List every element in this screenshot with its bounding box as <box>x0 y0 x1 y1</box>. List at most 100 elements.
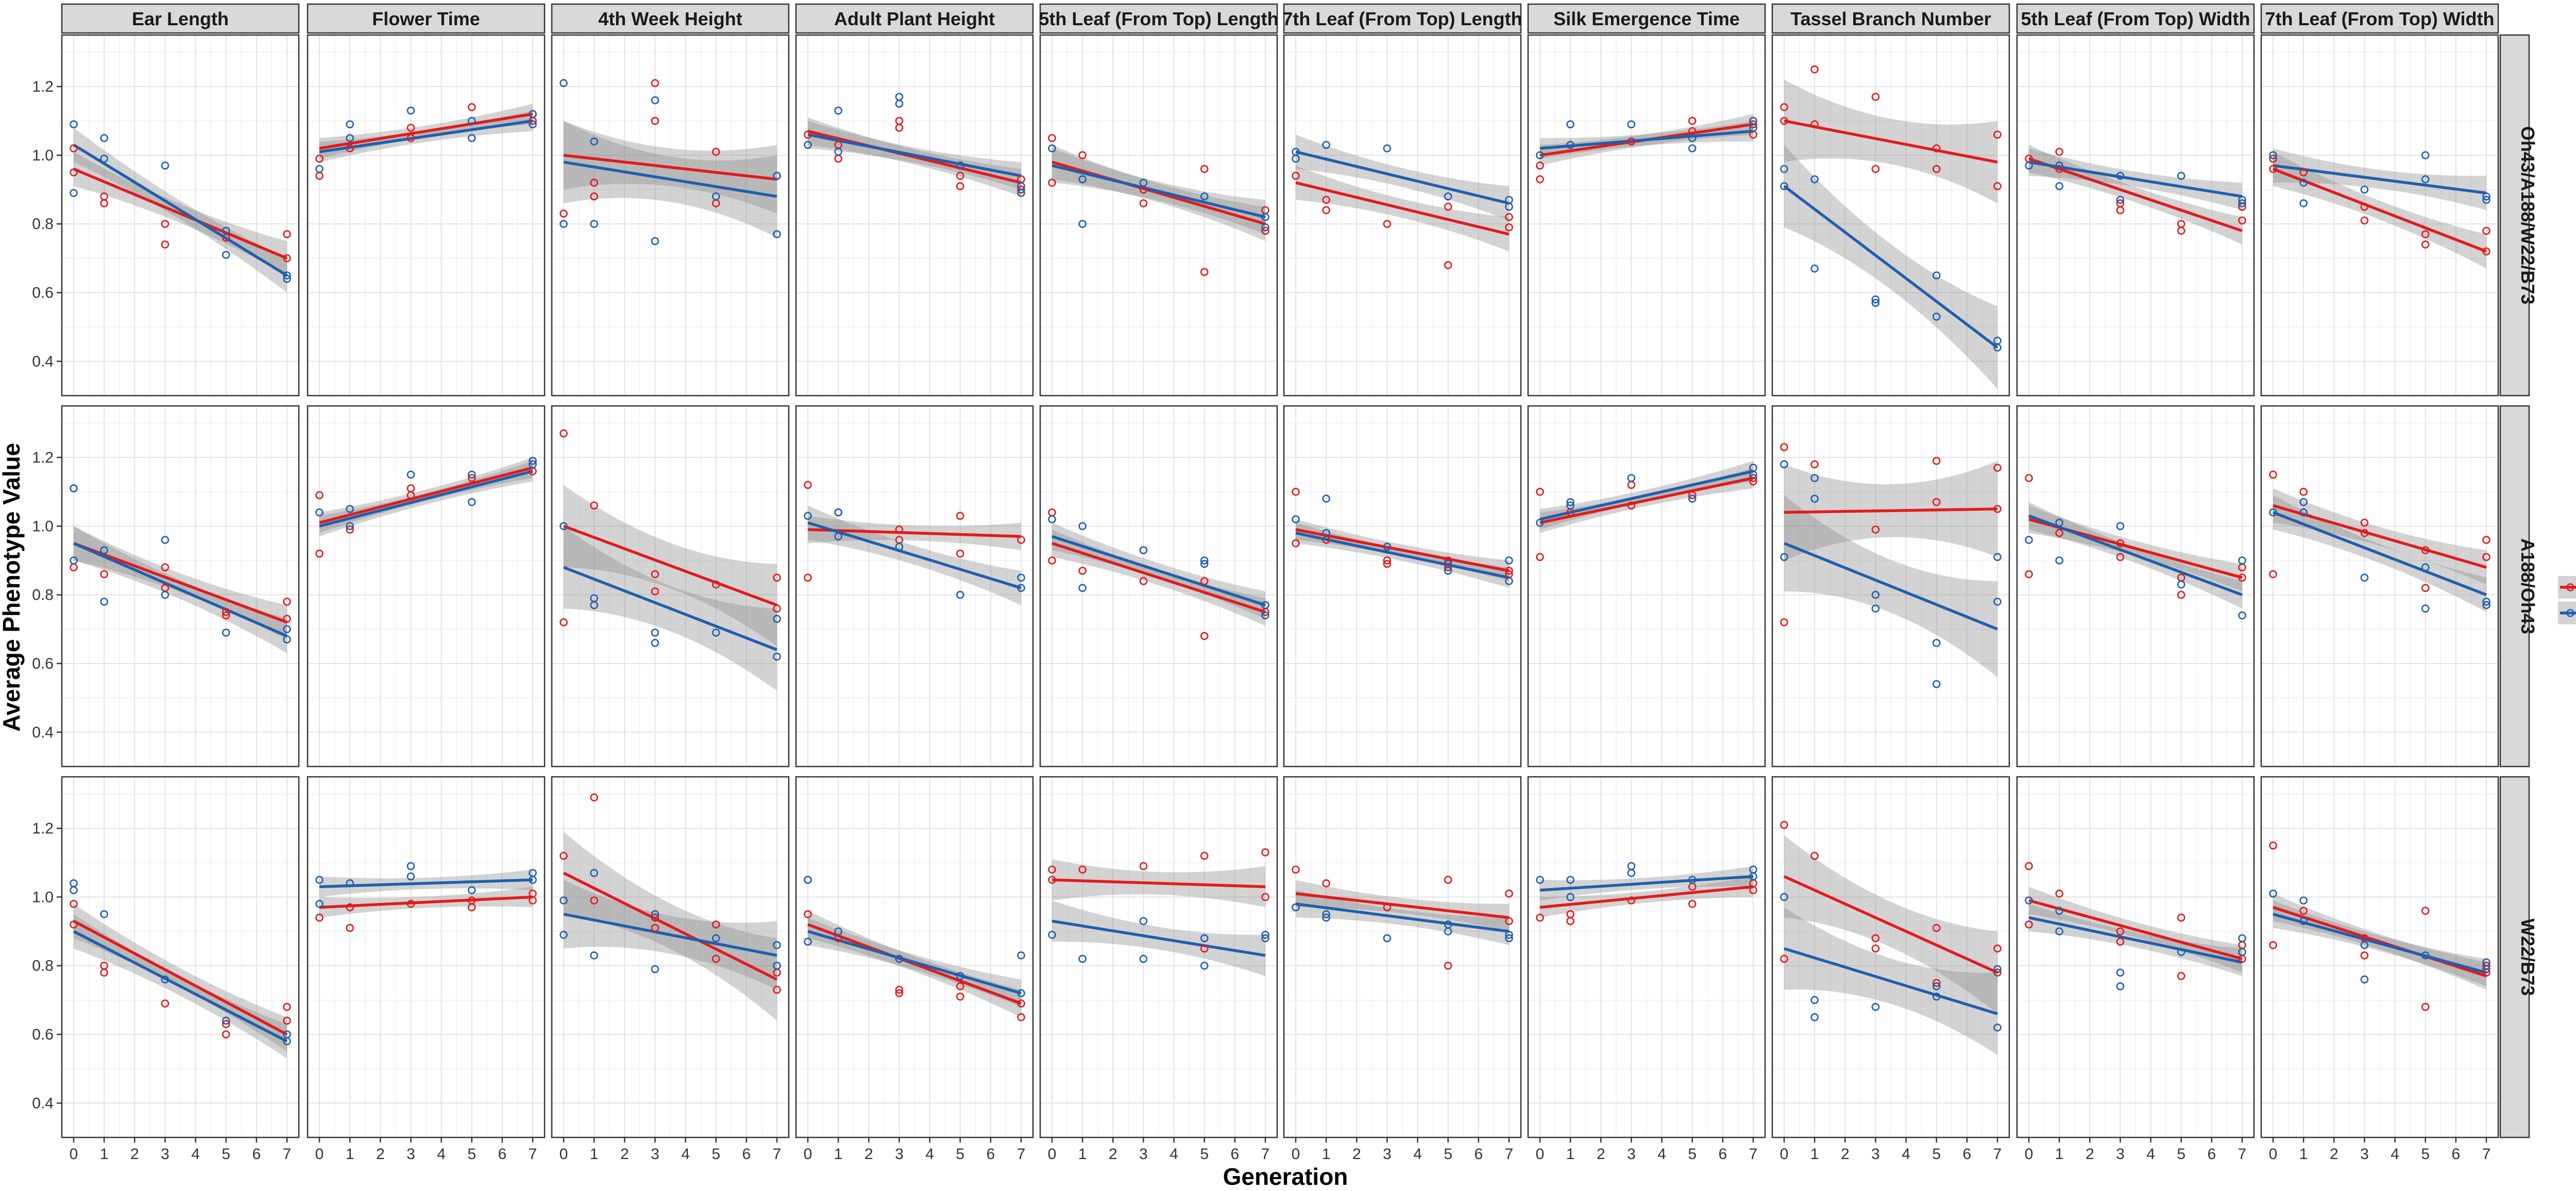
data-point-diploids <box>2482 536 2490 544</box>
y-tick-label: 1.2 <box>32 78 54 95</box>
data-point-diploids <box>406 491 415 500</box>
data-point-tetraploids <box>1017 573 1025 582</box>
data-point-tetraploids <box>804 141 812 149</box>
panel-border <box>1283 34 1522 397</box>
panel-border <box>2260 34 2499 397</box>
column-strip-adult-plant-height: Adult Plant Height <box>795 3 1034 34</box>
panel-border <box>1527 34 1766 397</box>
data-point-tetraploids <box>161 975 170 984</box>
data-point-diploids <box>956 512 964 520</box>
data-point-tetraploids <box>1688 876 1697 884</box>
column-strip-label: 7th Leaf (From Top) Length <box>1282 8 1522 29</box>
x-tick-label: 2 <box>2330 1146 2338 1163</box>
data-point-diploids <box>222 611 230 620</box>
panel-oh43-a188-w22-b73-7th-leaf-from-top-width <box>2260 34 2499 397</box>
data-point-tetraploids <box>346 522 354 531</box>
data-point-diploids <box>315 549 324 558</box>
data-point-diploids <box>560 852 568 860</box>
data-point-diploids <box>1505 889 1513 898</box>
panel-w22-b73-5th-leaf-from-top-width <box>2016 776 2255 1138</box>
x-tick-label: 3 <box>1627 1146 1636 1163</box>
data-point-tetraploids <box>1993 598 2002 606</box>
data-point-diploids <box>1139 199 1148 208</box>
data-point-diploids <box>2116 553 2125 562</box>
x-tick-label: 5 <box>222 1146 230 1163</box>
data-point-diploids <box>651 570 659 579</box>
strip-background <box>2016 3 2255 34</box>
x-tick-label: 0 <box>1292 1146 1300 1163</box>
panel-border <box>2016 405 2255 768</box>
data-point-tetraploids <box>1932 271 1941 280</box>
fit-line-diploids <box>1784 507 1998 514</box>
data-point-tetraploids <box>1871 590 1880 599</box>
y-tick-label: 0.8 <box>32 587 54 604</box>
data-point-tetraploids <box>2299 917 2308 925</box>
x-tick-label: 4 <box>681 1146 690 1163</box>
strip-background <box>1283 3 1522 34</box>
fit-line-tetraploids <box>1784 947 1998 1015</box>
x-tick-label: 0 <box>1780 1146 1789 1163</box>
data-point-tetraploids <box>2421 175 2430 183</box>
data-point-tetraploids <box>1871 1002 1880 1011</box>
data-point-diploids <box>2482 247 2490 256</box>
data-point-diploids <box>2269 570 2277 579</box>
data-point-diploids <box>1993 130 2002 139</box>
panel-a188-oh43-tassel-branch-number <box>1771 405 2010 768</box>
fit-line-tetraploids <box>319 119 533 154</box>
x-tick-label: 6 <box>1231 1146 1240 1163</box>
data-point-diploids <box>711 147 720 156</box>
data-point-diploids <box>1810 120 1819 129</box>
data-point-diploids <box>1993 944 2002 953</box>
strip-background <box>1527 3 1766 34</box>
data-point-tetraploids <box>406 106 415 115</box>
data-point-tetraploids <box>1505 577 1513 585</box>
data-point-diploids <box>346 144 354 152</box>
x-tick-label: 1 <box>1566 1146 1575 1163</box>
data-point-diploids <box>1932 979 1941 987</box>
data-point-tetraploids <box>2055 161 2063 170</box>
data-point-tetraploids <box>804 876 812 884</box>
data-point-diploids <box>590 896 598 905</box>
data-point-tetraploids <box>1871 295 1880 304</box>
data-point-diploids <box>773 985 781 994</box>
data-point-tetraploids <box>2177 948 2185 956</box>
y-axis: 0.4 0.6 0.8 1.0 1.2 0.4 0.6 0.8 1.0 1.2 0.4 0.6 0.8 1… <box>32 78 62 1112</box>
fit-line-tetraploids <box>2028 514 2243 597</box>
fit-line-diploids <box>73 167 288 260</box>
fit-line-tetraploids <box>2273 164 2487 195</box>
strip-background <box>2499 34 2530 397</box>
fit-line-tetraploids <box>1295 902 1510 933</box>
data-point-tetraploids <box>1566 141 1574 149</box>
fit-line-tetraploids <box>563 566 777 651</box>
row-strip-label: A188/Oh43 <box>2517 538 2538 634</box>
strip-background <box>2260 3 2499 34</box>
x-tick-label: 7 <box>1261 1146 1270 1163</box>
data-point-tetraploids <box>1932 312 1941 321</box>
strip-background <box>2499 405 2530 768</box>
data-point-diploids <box>1261 227 1269 235</box>
x-tick-label: 1 <box>1810 1146 1819 1163</box>
column-strip-label: Tassel Branch Number <box>1790 8 1991 29</box>
x-tick-label: 0 <box>315 1146 324 1163</box>
data-point-tetraploids <box>346 134 354 142</box>
data-point-tetraploids <box>1322 495 1330 503</box>
data-point-diploids <box>2360 529 2369 537</box>
data-point-diploids <box>711 955 720 963</box>
data-point-tetraploids <box>1810 175 1819 183</box>
data-point-tetraploids <box>651 965 659 974</box>
data-point-tetraploids <box>1261 213 1269 222</box>
data-point-tetraploids <box>1261 611 1269 620</box>
x-tick-label: 0 <box>804 1146 812 1163</box>
data-point-diploids <box>2299 168 2308 177</box>
strip-background <box>1771 3 2010 34</box>
data-point-tetraploids <box>834 927 842 935</box>
panel-border <box>1283 776 1522 1138</box>
data-point-tetraploids <box>590 869 598 877</box>
data-point-diploids <box>346 525 354 534</box>
fit-line-diploids <box>1052 542 1266 614</box>
data-point-tetraploids <box>1932 992 1941 1001</box>
data-point-tetraploids <box>2299 178 2308 187</box>
panel-a188-oh43-7th-leaf-from-top-length <box>1283 405 1522 768</box>
data-point-diploids <box>283 1016 291 1025</box>
y-tick-label: 0.8 <box>32 216 54 233</box>
